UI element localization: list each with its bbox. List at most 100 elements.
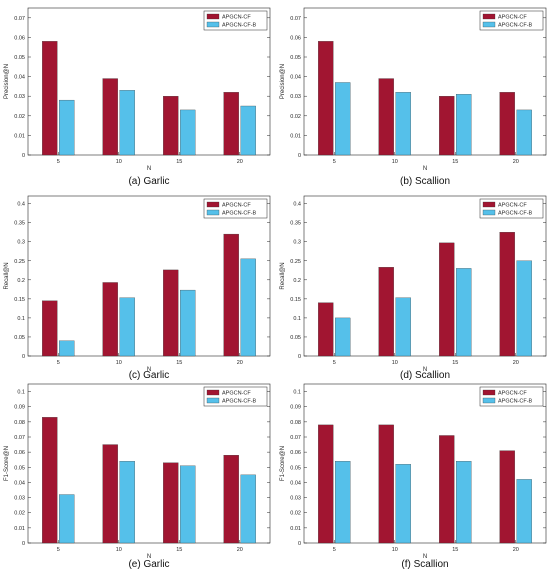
chart-panel: 0 0.01 0.02 0.03 0.04 0.05 0.06 0.07 Precision@N… — [4, 7, 271, 187]
bar — [59, 494, 75, 544]
bar — [516, 260, 532, 357]
y-tick-label: 0.01 — [14, 133, 25, 139]
bar — [395, 464, 411, 544]
y-axis-title: Precision@N — [280, 64, 286, 99]
legend-box — [479, 10, 544, 31]
y-axis-title: F1-Score@N — [4, 446, 10, 481]
legend-box — [203, 198, 268, 219]
plot-frame — [27, 383, 271, 544]
bar — [180, 109, 196, 156]
bar — [439, 435, 455, 544]
y-tick-label: 0.07 — [14, 435, 25, 441]
legend-label: APGCN-CF — [498, 15, 527, 21]
y-tick-label: 0.04 — [290, 75, 301, 81]
y-tick-label: 0.01 — [290, 526, 301, 532]
bar — [119, 461, 135, 544]
y-tick-label: 0.05 — [14, 335, 25, 341]
legend-swatch — [206, 397, 220, 404]
y-tick-label: 0.05 — [14, 465, 25, 471]
y-tick-label: 0.35 — [290, 221, 301, 227]
y-tick-label: 0.09 — [290, 405, 301, 411]
legend-box — [479, 198, 544, 219]
y-tick-label: 0.02 — [14, 114, 25, 120]
y-tick-label: 0.05 — [290, 335, 301, 341]
bar — [335, 461, 351, 544]
bar — [119, 90, 135, 156]
x-tick-label: 15 — [452, 547, 458, 553]
y-tick-label: 0.06 — [14, 35, 25, 41]
y-tick-label: 0.1 — [17, 390, 25, 396]
plot-frame — [303, 7, 547, 156]
bar — [102, 78, 118, 156]
y-tick-label: 0 — [298, 153, 301, 159]
y-tick-label: 0.35 — [14, 221, 25, 227]
y-tick-label: 0.08 — [290, 420, 301, 426]
x-tick-label: 10 — [116, 360, 122, 366]
legend-swatch — [482, 201, 496, 208]
y-tick-label: 0.07 — [290, 16, 301, 22]
x-axis-title: N — [423, 554, 427, 560]
legend-label: APGCN-CF — [498, 203, 527, 209]
bar — [59, 340, 75, 357]
x-tick-label: 5 — [57, 360, 60, 366]
bar — [240, 105, 256, 156]
legend-label: APGCN-CF — [222, 203, 251, 209]
bar — [180, 465, 196, 544]
x-tick-label: 15 — [176, 547, 182, 553]
chart-caption: (b) Scallion — [400, 176, 450, 187]
bar — [378, 424, 394, 544]
bar — [59, 99, 75, 156]
y-tick-label: 0.06 — [14, 450, 25, 456]
bar — [335, 82, 351, 156]
legend-swatch — [206, 21, 220, 28]
bar — [378, 78, 394, 156]
chart-caption: (a) Garlic — [128, 176, 169, 187]
x-tick-label: 15 — [176, 159, 182, 165]
bar — [42, 300, 58, 357]
y-tick-label: 0.4 — [17, 202, 25, 208]
bar — [335, 317, 351, 357]
legend-label: APGCN-CF-B — [498, 211, 533, 217]
x-tick-label: 10 — [392, 547, 398, 553]
bar — [42, 417, 58, 544]
bar — [223, 233, 239, 357]
bar — [456, 94, 472, 156]
legend-label: APGCN-CF — [222, 15, 251, 21]
y-tick-label: 0.07 — [290, 435, 301, 441]
chart-panel: 0 0.01 0.02 0.03 0.04 0.05 0.06 0.07 0.08 0.09 0.1… — [280, 383, 547, 570]
x-tick-label: 5 — [333, 360, 336, 366]
y-tick-label: 0.03 — [290, 94, 301, 100]
x-tick-label: 15 — [452, 159, 458, 165]
x-tick-label: 20 — [237, 159, 243, 165]
y-tick-label: 0.03 — [14, 496, 25, 502]
y-tick-label: 0.15 — [14, 297, 25, 303]
plot-frame — [303, 383, 547, 544]
bar — [439, 242, 455, 357]
y-tick-label: 0.15 — [290, 297, 301, 303]
x-tick-label: 20 — [237, 547, 243, 553]
legend-label: APGCN-CF-B — [222, 399, 257, 405]
y-tick-label: 0.05 — [14, 55, 25, 61]
y-tick-label: 0.1 — [17, 316, 25, 322]
x-tick-label: 10 — [392, 360, 398, 366]
y-tick-label: 0 — [22, 354, 25, 360]
x-tick-label: 20 — [513, 360, 519, 366]
x-axis-title: N — [423, 367, 427, 373]
bar — [318, 41, 334, 156]
legend-label: APGCN-CF-B — [498, 23, 533, 29]
bar — [318, 424, 334, 544]
y-axis-title: F1-Score@N — [280, 446, 286, 481]
bar — [456, 268, 472, 357]
x-axis-title: N — [147, 554, 151, 560]
bar — [163, 269, 179, 357]
bar — [395, 297, 411, 357]
y-tick-label: 0.05 — [290, 465, 301, 471]
y-tick-label: 0.09 — [14, 405, 25, 411]
bar — [102, 444, 118, 544]
legend-swatch — [482, 397, 496, 404]
y-axis-title: Precision@N — [4, 64, 10, 99]
bar — [42, 41, 58, 156]
y-tick-label: 0.08 — [14, 420, 25, 426]
legend-swatch — [482, 21, 496, 28]
